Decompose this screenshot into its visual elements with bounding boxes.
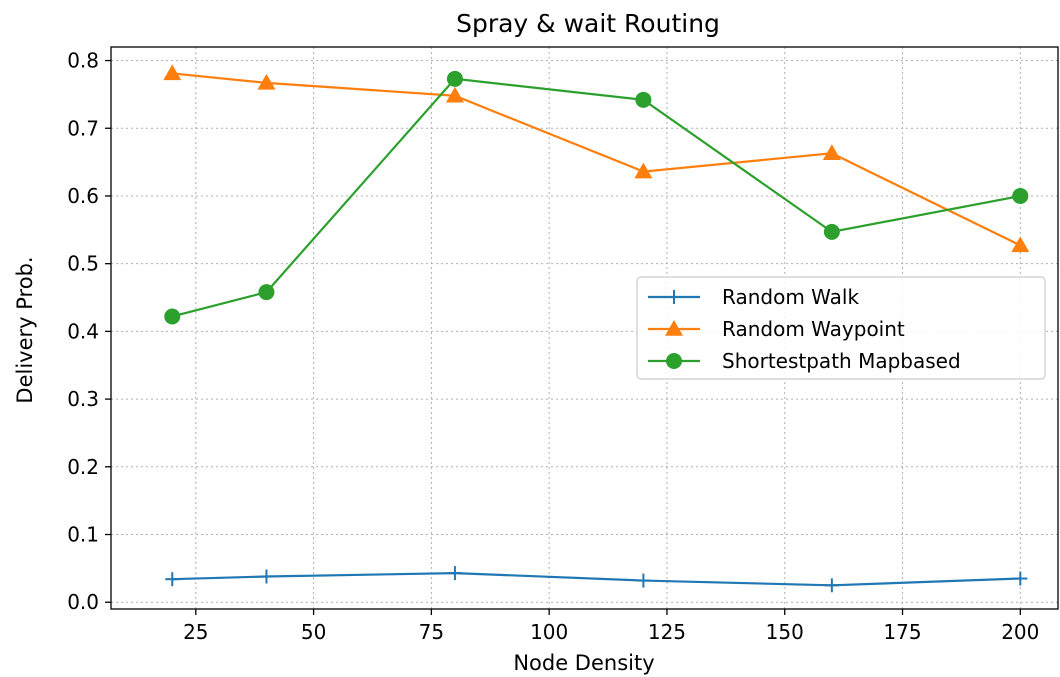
legend: Random Walk Random Waypoint Shortestpath M… xyxy=(636,276,1046,380)
chart-title: Spray & wait Routing xyxy=(456,9,720,38)
axis-ticks: 25 50 75 100 125 150 175 200 0.0 0.1 0.2 0.3 0.4 0.5 0… xyxy=(67,49,1039,644)
data-point xyxy=(823,223,840,240)
y-tick-label: 0.5 xyxy=(67,252,99,276)
series-layer xyxy=(163,64,1030,593)
series-line xyxy=(172,572,1021,587)
y-tick-label: 0.7 xyxy=(67,116,99,140)
data-point xyxy=(635,91,652,108)
legend-box xyxy=(636,276,1046,380)
legend-label: Random Waypoint xyxy=(722,317,905,341)
data-point xyxy=(165,572,180,587)
series-random-walk xyxy=(165,566,1028,593)
series-line xyxy=(171,77,1021,318)
y-tick-label: 0.4 xyxy=(67,319,99,343)
legend-label: Random Walk xyxy=(722,285,859,309)
data-point xyxy=(824,578,839,593)
data-point xyxy=(447,566,462,581)
x-tick-label: 125 xyxy=(648,620,686,644)
legend-marker xyxy=(667,290,681,304)
x-tick-label: 25 xyxy=(183,620,208,644)
plot-frame xyxy=(110,46,1059,610)
x-tick-label: 75 xyxy=(419,620,444,644)
data-point xyxy=(164,308,181,325)
data-point xyxy=(259,569,274,584)
legend-marker xyxy=(665,320,683,336)
x-tick-label: 150 xyxy=(766,620,804,644)
y-tick-label: 0.2 xyxy=(67,455,99,479)
data-point xyxy=(258,284,275,301)
x-tick-label: 200 xyxy=(1001,620,1039,644)
y-tick-label: 0.8 xyxy=(67,49,99,73)
y-tick-label: 0.3 xyxy=(67,387,99,411)
x-axis-label: Node Density xyxy=(513,651,654,675)
y-tick-label: 0.1 xyxy=(67,523,99,547)
series-random-waypoint xyxy=(163,64,1030,253)
legend-label: Shortestpath Mapbased xyxy=(722,349,961,373)
data-point xyxy=(445,86,464,103)
data-point xyxy=(163,64,182,81)
y-tick-label: 0.0 xyxy=(67,590,99,614)
legend-marker xyxy=(666,353,682,369)
x-tick-label: 175 xyxy=(883,620,921,644)
data-point xyxy=(822,144,841,161)
series-line xyxy=(172,72,1021,247)
data-point xyxy=(1013,571,1028,586)
x-tick-label: 100 xyxy=(530,620,568,644)
x-tick-label: 50 xyxy=(301,620,326,644)
data-point xyxy=(257,73,276,90)
y-axis-label: Delivery Prob. xyxy=(13,256,37,403)
data-point xyxy=(634,162,653,179)
data-point xyxy=(1011,236,1030,253)
y-tick-label: 0.6 xyxy=(67,184,99,208)
series-shortestpath-mapbased xyxy=(164,70,1029,325)
data-point xyxy=(636,573,651,588)
data-point xyxy=(1012,187,1029,204)
data-point xyxy=(446,70,463,87)
